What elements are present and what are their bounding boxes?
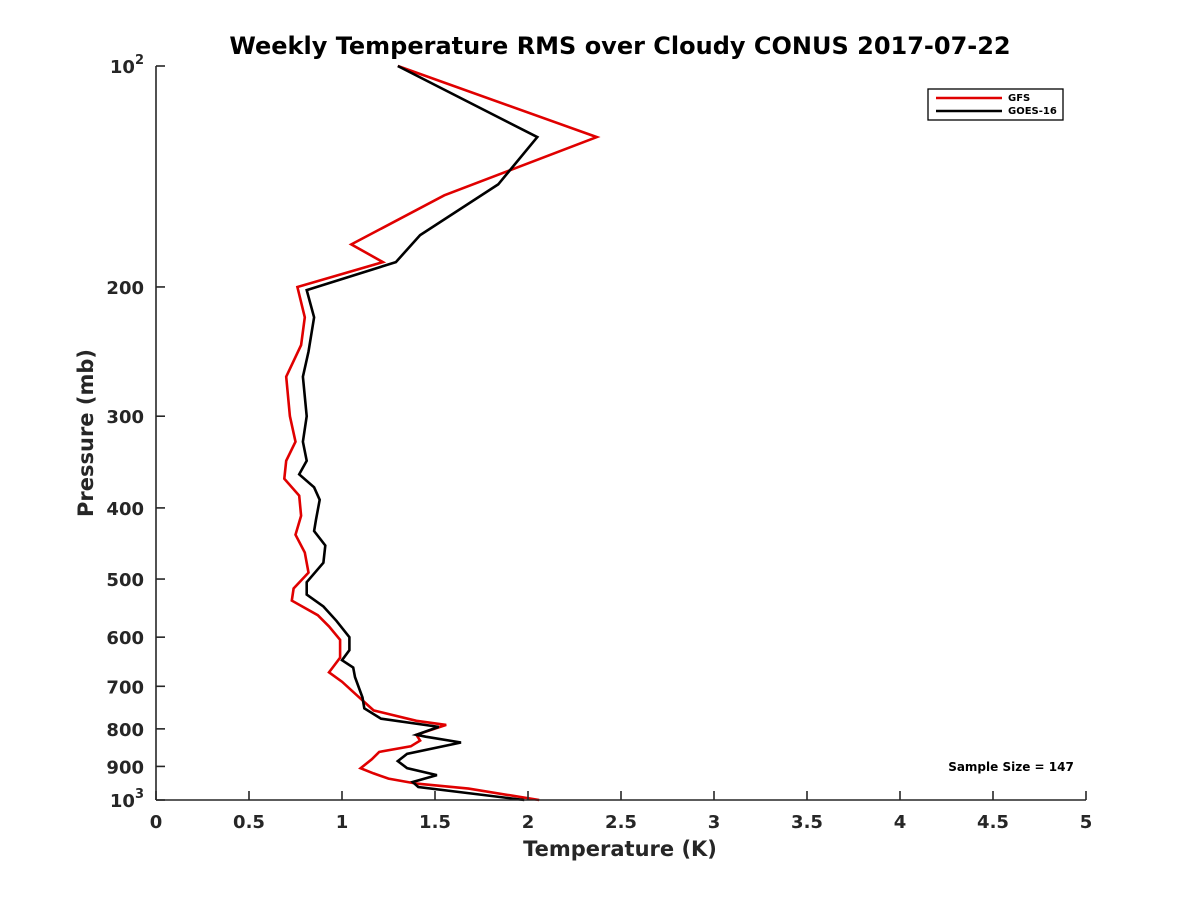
y-tick-label: 102 — [110, 53, 144, 78]
y-tick-label-base: 400 — [106, 499, 144, 520]
y-tick-label: 103 — [110, 787, 144, 812]
series-layer — [282, 64, 601, 802]
x-tick-label: 4.5 — [977, 812, 1009, 833]
x-tick-label: 3.5 — [791, 812, 823, 833]
y-tick-label-exponent: 3 — [135, 787, 144, 802]
y-tick-label-base: 300 — [106, 407, 144, 428]
legend-label-gfs: GFS — [1008, 93, 1030, 104]
y-tick-label-base: 10 — [110, 791, 135, 812]
y-tick-label: 400 — [106, 499, 144, 520]
y-tick-label-base: 900 — [106, 757, 144, 778]
y-tick-label: 500 — [106, 570, 144, 591]
y-tick-label-base: 10 — [110, 57, 135, 78]
y-tick-label-base: 600 — [106, 628, 144, 649]
y-tick-label: 900 — [106, 757, 144, 778]
y-tick-label: 700 — [106, 677, 144, 698]
y-tick-label: 800 — [106, 720, 144, 741]
x-tick-label: 2 — [522, 812, 535, 833]
series-line-gfs — [282, 64, 601, 802]
plot-area: 0 0.5 1 1.5 2 2.5 3 3.5 4 4.5 5 102200300400500600… — [106, 53, 1092, 833]
legend-box — [927, 88, 1064, 121]
legend: GFS GOES-16 — [927, 88, 1064, 121]
x-tick-label: 1 — [336, 812, 349, 833]
y-tick-label-base: 200 — [106, 278, 144, 299]
y-tick-label: 200 — [106, 278, 144, 299]
y-tick-label: 600 — [106, 628, 144, 649]
y-tick-label-base: 500 — [106, 570, 144, 591]
chart-title: Weekly Temperature RMS over Cloudy CONUS… — [229, 32, 1010, 60]
x-tick-label: 5 — [1080, 812, 1093, 833]
x-ticks: 0 0.5 1 1.5 2 2.5 3 3.5 4 4.5 5 — [150, 791, 1093, 833]
x-tick-label: 3 — [708, 812, 721, 833]
x-tick-label: 1.5 — [419, 812, 451, 833]
y-tick-label: 300 — [106, 407, 144, 428]
x-tick-label: 0.5 — [233, 812, 265, 833]
legend-label-goes16: GOES-16 — [1008, 106, 1057, 117]
y-axis-label: Pressure (mb) — [74, 349, 98, 517]
sample-size-annotation: Sample Size = 147 — [948, 760, 1074, 774]
y-tick-label-base: 800 — [106, 720, 144, 741]
y-tick-label-base: 700 — [106, 677, 144, 698]
x-axis-label: Temperature (K) — [523, 837, 717, 861]
x-tick-label: 2.5 — [605, 812, 637, 833]
x-tick-label: 4 — [894, 812, 907, 833]
series-line-goes16 — [297, 64, 540, 802]
y-tick-label-exponent: 2 — [135, 53, 144, 68]
x-tick-label: 0 — [150, 812, 163, 833]
